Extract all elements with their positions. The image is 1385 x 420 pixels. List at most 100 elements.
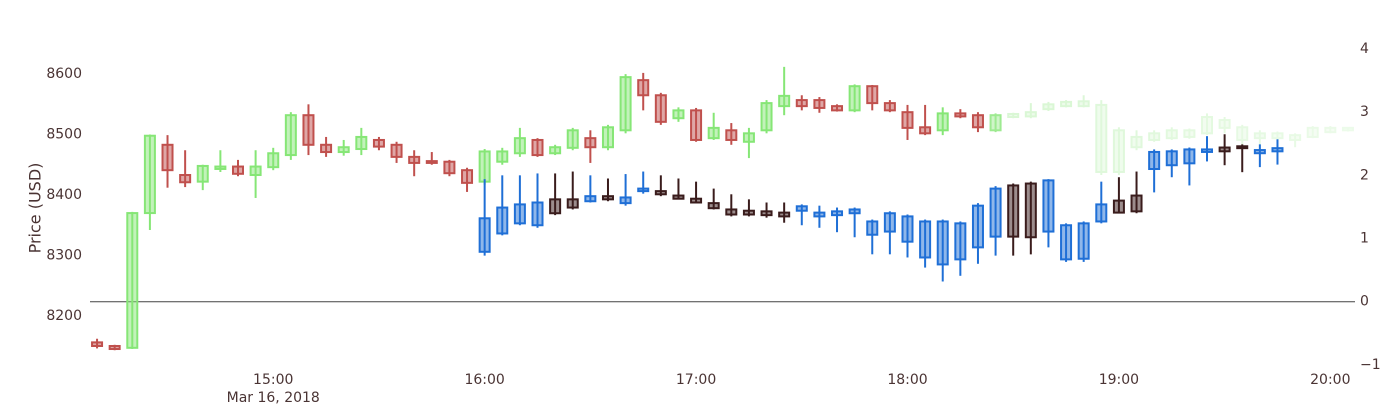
candle (496, 147, 509, 165)
candle-body (601, 126, 614, 149)
candle-body (478, 217, 491, 253)
candle-body (742, 209, 755, 216)
candle-body (654, 94, 667, 123)
candle (1183, 128, 1196, 139)
x-tick-label: 17:00 (676, 372, 716, 388)
candle (1095, 100, 1108, 176)
candle (901, 104, 914, 140)
candle (919, 104, 932, 136)
candle-body (549, 146, 562, 155)
candle-body (1218, 119, 1231, 129)
candle-body (795, 205, 808, 212)
candle-body (1024, 111, 1037, 118)
candle-body (1112, 199, 1125, 214)
candle-body (919, 126, 932, 135)
candle-body (267, 152, 280, 169)
candle (795, 95, 808, 111)
candle-body (848, 85, 861, 112)
candle-body (954, 112, 967, 118)
candle-body (143, 134, 156, 215)
candle (672, 178, 685, 200)
candle-body (231, 165, 244, 175)
candle-body (672, 194, 685, 200)
candle-body (1112, 129, 1125, 173)
candle-body (936, 112, 949, 132)
candle-body (1183, 148, 1196, 165)
candle (883, 211, 896, 255)
candle-body (1306, 126, 1319, 138)
candle-body (1130, 135, 1143, 149)
candle-body (584, 137, 597, 149)
candle (1253, 144, 1266, 168)
candle (831, 104, 844, 112)
candle (1271, 139, 1284, 165)
candle-body (1218, 146, 1231, 153)
candle-body (690, 109, 703, 141)
candle (91, 338, 104, 349)
candle (478, 179, 491, 256)
y2-tick-label: 4 (1360, 41, 1369, 57)
candle (196, 164, 209, 191)
candle-body (989, 187, 1002, 238)
candle (619, 174, 632, 206)
candle-body (1060, 224, 1073, 261)
candle (813, 205, 826, 228)
candle-body (1289, 134, 1302, 141)
candle-body (883, 212, 896, 233)
candle (143, 134, 156, 230)
candle (760, 202, 773, 218)
candle (1218, 117, 1231, 134)
candle (725, 194, 738, 217)
candle (654, 175, 667, 197)
candle (690, 107, 703, 142)
y2-tick-label: −1 (1360, 357, 1381, 373)
candle-body (1183, 129, 1196, 138)
candle-body (848, 208, 861, 215)
candle (725, 123, 738, 145)
candle (584, 175, 597, 203)
candle-body (478, 150, 491, 183)
candle (637, 72, 650, 111)
candle-body (179, 174, 192, 184)
candle (989, 113, 1002, 133)
candle (566, 127, 579, 151)
candle (831, 207, 844, 233)
candle-body (619, 76, 632, 132)
y-tick-label: 8500 (46, 127, 82, 143)
candle (1165, 149, 1178, 178)
candle (1236, 124, 1249, 145)
y-tick-label: 8200 (46, 308, 82, 324)
candle (355, 127, 368, 156)
candle (320, 136, 333, 157)
candle (813, 97, 826, 113)
candle (1324, 126, 1337, 134)
candle-body (1253, 149, 1266, 155)
candle-body (919, 220, 932, 259)
candle-body (901, 215, 914, 243)
candle (1112, 177, 1125, 214)
candle (848, 84, 861, 113)
candle (760, 100, 773, 134)
candle (513, 175, 526, 226)
candle (883, 100, 896, 113)
x-tick-label: 16:00 (464, 372, 504, 388)
candle (690, 181, 703, 204)
candle (284, 112, 297, 160)
candle (866, 84, 879, 111)
candle (531, 173, 544, 228)
x-tick-label: 20:00 (1310, 372, 1350, 388)
candle (1007, 112, 1020, 119)
candle-body (513, 137, 526, 155)
candle-body (496, 150, 509, 163)
candle (1148, 149, 1161, 193)
candle-body (601, 195, 614, 201)
candle-body (531, 201, 544, 227)
candle-body (831, 210, 844, 217)
candle-body (214, 165, 227, 170)
candle (954, 221, 967, 276)
candle (408, 150, 421, 177)
candle (989, 186, 1002, 256)
candle (1060, 100, 1073, 108)
candle-body (1341, 126, 1354, 132)
candle-body (1007, 112, 1020, 119)
